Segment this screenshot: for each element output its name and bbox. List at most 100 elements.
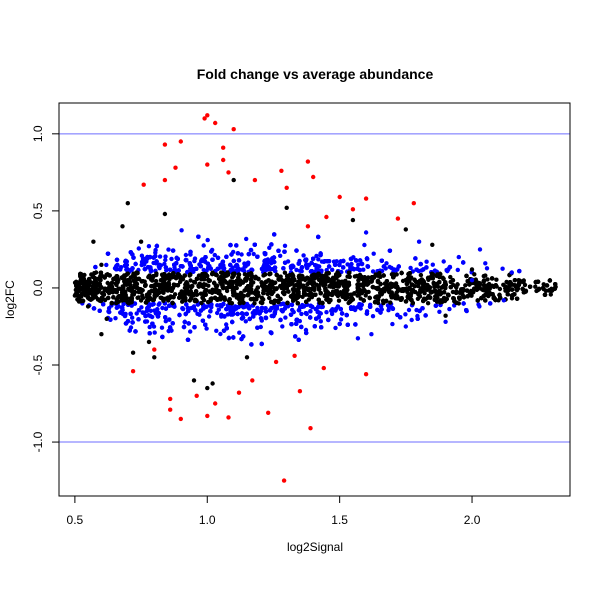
data-point [123,296,128,301]
data-point [373,295,378,300]
data-point [370,314,376,319]
data-point [147,331,152,336]
data-point [221,285,226,291]
data-point [163,306,169,311]
data-point [361,298,366,303]
data-point [193,297,198,303]
data-point [236,258,242,263]
data-point [299,324,304,330]
data-point [163,257,168,263]
data-point [222,314,227,319]
data-point [128,311,133,316]
data-point [113,276,118,282]
data-point [203,322,208,327]
data-point [106,295,111,301]
data-point [330,284,336,289]
data-point [163,265,169,270]
data-point [293,297,298,302]
data-point [365,264,371,269]
data-point [118,310,123,315]
data-point [168,294,173,299]
data-point [341,265,346,270]
data-point [230,288,236,293]
data-point [403,312,408,317]
data-point [403,299,409,304]
data-point [269,330,274,336]
data-point [379,292,384,297]
data-point [125,319,131,324]
data-point [349,298,354,303]
data-point [432,297,438,302]
data-point [292,293,297,298]
data-point [125,299,130,305]
data-point [444,296,449,302]
data-point [85,304,91,309]
data-point [433,303,439,308]
data-point [415,316,420,321]
data-point [122,263,128,268]
data-point [290,275,296,280]
data-point [403,227,408,232]
data-point [133,285,139,290]
data-point [218,265,224,270]
data-point [98,270,104,275]
data-point [224,326,229,331]
data-point [441,290,447,295]
data-point [517,278,523,284]
data-point [521,290,527,295]
data-point [267,245,272,250]
data-point [202,292,207,298]
data-point [160,305,165,311]
data-point [227,298,232,303]
data-point [455,267,460,273]
data-point [473,279,478,284]
data-point [309,260,314,266]
data-point [288,281,294,286]
data-point [349,306,354,311]
data-point [445,267,451,272]
data-point [155,307,160,312]
data-point [194,266,199,271]
data-point [151,301,156,307]
data-point [189,292,195,298]
data-point [431,280,436,286]
data-point [527,284,533,289]
data-point [379,258,384,263]
data-point [130,320,135,325]
data-point [196,284,202,289]
data-point [294,321,299,326]
data-point [390,282,395,287]
data-point [425,301,431,306]
data-point [125,278,130,283]
data-point [322,279,327,284]
data-point [434,291,439,296]
data-point [341,290,346,296]
data-point [218,331,223,337]
data-point [153,247,158,253]
data-point [200,257,205,262]
data-point [399,270,404,276]
data-point [231,271,236,277]
data-point [150,321,155,326]
data-point [231,279,236,285]
data-point [347,274,352,279]
data-point [90,289,95,294]
data-point [388,300,393,305]
data-point [319,325,324,330]
data-point [120,305,125,310]
data-point [354,258,359,263]
data-point [318,274,324,279]
data-point [216,307,221,312]
data-point [267,271,272,277]
data-point [119,297,125,302]
data-point [240,267,245,272]
data-point [253,274,258,280]
data-point [262,272,268,277]
data-point [280,309,285,314]
data-point [73,287,79,293]
data-point [425,283,430,289]
data-point [181,324,187,330]
data-point [189,296,194,301]
data-point [99,285,104,290]
